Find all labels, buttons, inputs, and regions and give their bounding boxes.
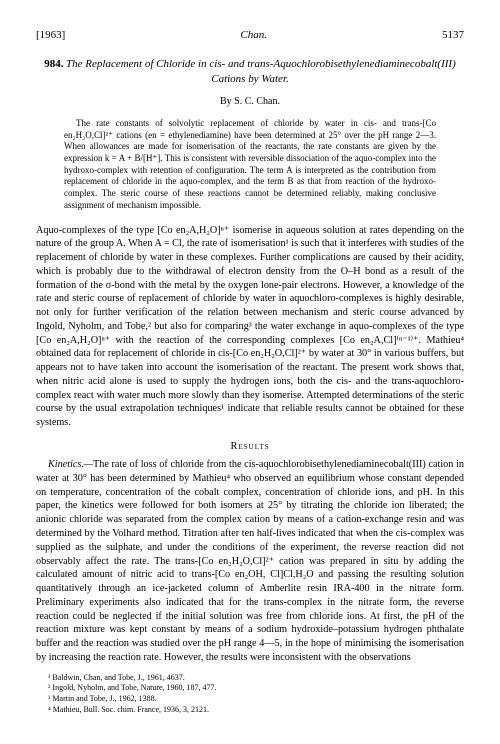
results-heading: Results bbox=[36, 440, 464, 454]
article-title: 984. The Replacement of Chloride in cis-… bbox=[36, 57, 464, 87]
kinetics-text: The rate of loss of chloride from the ci… bbox=[36, 459, 464, 663]
abstract-text: The rate constants of solvolytic replace… bbox=[64, 118, 436, 212]
kinetics-label: Kinetics.— bbox=[48, 459, 93, 470]
intro-text: Aquo-complexes of the type [Co en₂A,H₂O]… bbox=[36, 225, 464, 429]
footnote-2: ² Ingold, Nyholm, and Tobe, Nature, 1960… bbox=[54, 683, 464, 694]
abstract: The rate constants of solvolytic replace… bbox=[64, 118, 436, 212]
author-running-head: Chan. bbox=[240, 28, 267, 43]
page-number: 5137 bbox=[442, 28, 464, 43]
footnote-3: ³ Martin and Tobe, J., 1962, 1388. bbox=[54, 694, 464, 705]
byline: By S. C. Chan. bbox=[36, 95, 464, 109]
article-title-text: The Replacement of Chloride in cis- and … bbox=[66, 58, 456, 85]
running-header: [1963] Chan. 5137 bbox=[36, 28, 464, 43]
article-number: 984. bbox=[44, 58, 63, 70]
footnote-4: ⁴ Mathieu, Bull. Soc. chim. France, 1936… bbox=[54, 705, 464, 716]
footnote-1: ¹ Baldwin, Chan, and Tobe, J., 1961, 463… bbox=[54, 673, 464, 684]
year-bracket: [1963] bbox=[36, 28, 65, 43]
kinetics-paragraph: Kinetics.—The rate of loss of chloride f… bbox=[36, 458, 464, 664]
footnotes: ¹ Baldwin, Chan, and Tobe, J., 1961, 463… bbox=[36, 673, 464, 716]
intro-paragraph: Aquo-complexes of the type [Co en₂A,H₂O]… bbox=[36, 224, 464, 430]
